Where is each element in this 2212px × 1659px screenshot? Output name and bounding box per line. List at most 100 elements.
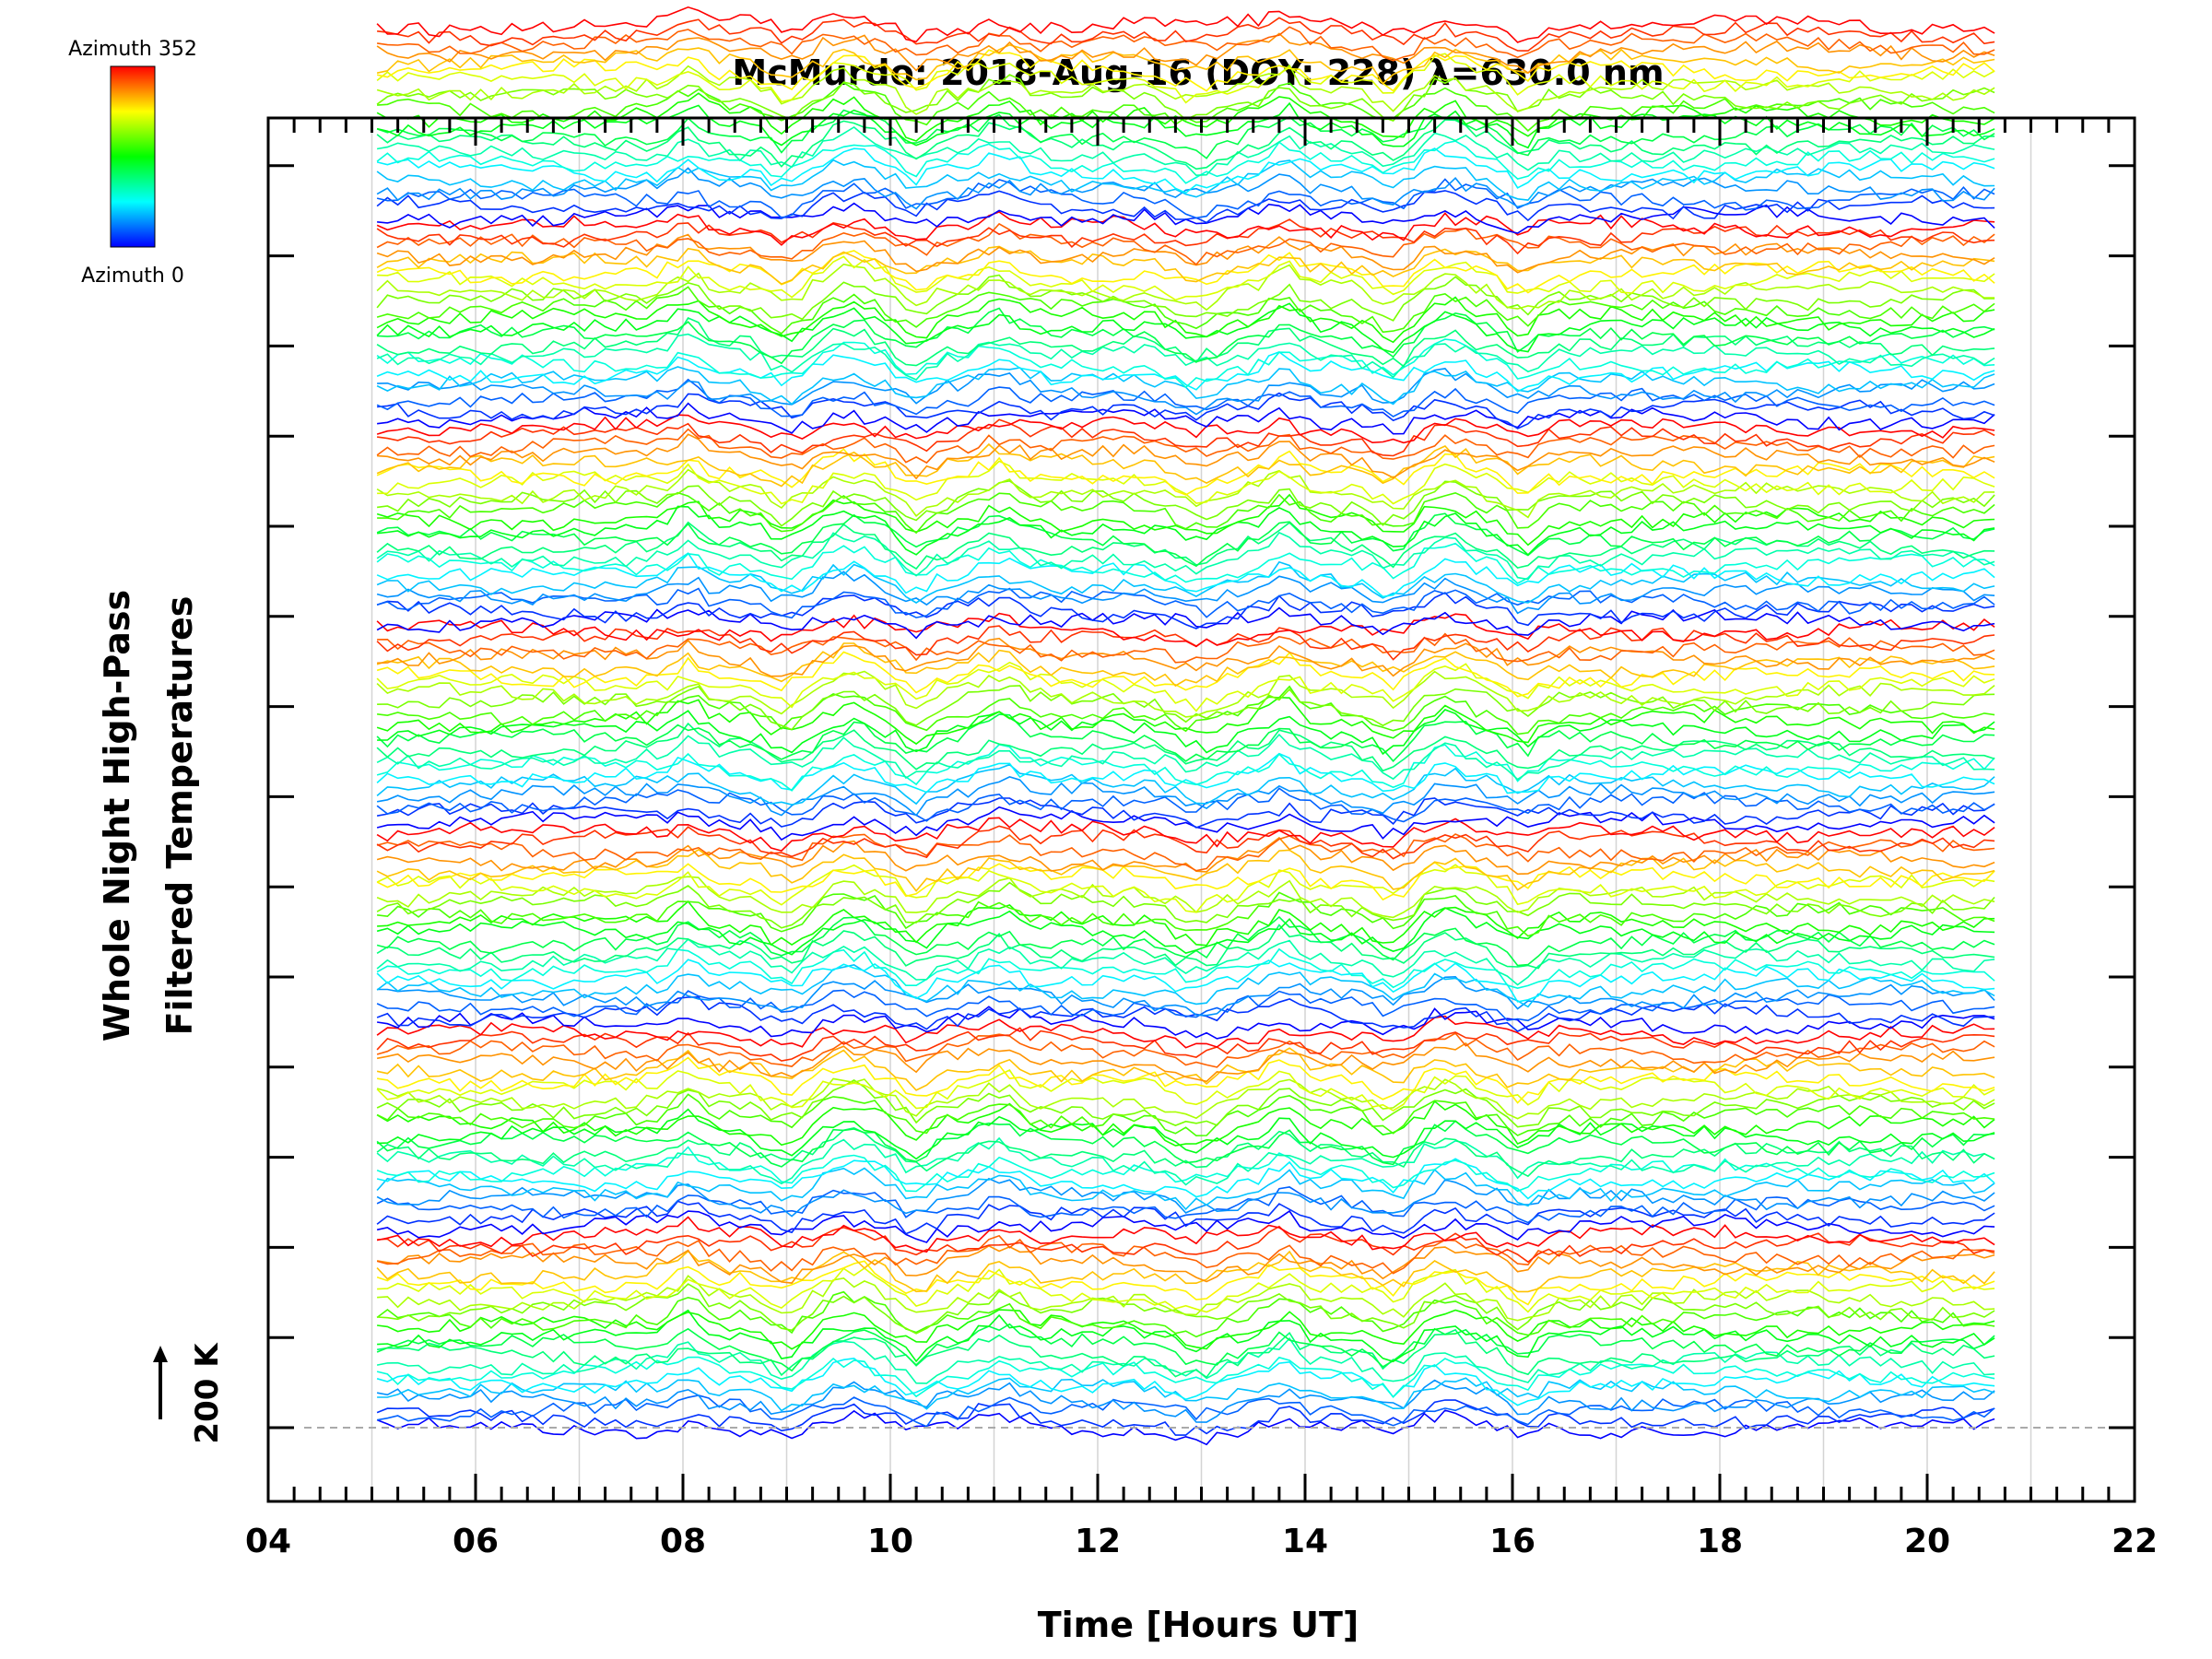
trace-2-13 xyxy=(376,881,1995,929)
trace-3-18 xyxy=(377,637,1995,677)
trace-4-9 xyxy=(376,512,1995,568)
trace-0-2 xyxy=(376,1394,1995,1428)
trace-5-0 xyxy=(377,402,1995,435)
trace-6-6 xyxy=(376,140,1995,184)
axis-ticks xyxy=(266,118,2136,1501)
x-tick-label: 18 xyxy=(1697,1523,1743,1560)
trace-3-17 xyxy=(376,642,1995,688)
trace-6-5 xyxy=(376,147,1995,194)
trace-2-20 xyxy=(376,825,1995,860)
trace-3-1 xyxy=(376,797,1995,829)
trace-5-12 xyxy=(376,286,1995,335)
trace-4-17 xyxy=(376,442,1995,488)
trace-3-6 xyxy=(376,744,1995,792)
x-tick-label: 12 xyxy=(1075,1523,1121,1560)
trace-2-19 xyxy=(376,833,1995,872)
trace-6-15 xyxy=(376,53,1995,104)
trace-6-7 xyxy=(376,126,1995,177)
trace-1-9 xyxy=(376,1120,1995,1168)
trace-3-16 xyxy=(376,651,1995,698)
trace-4-16 xyxy=(376,448,1995,496)
trace-1-20 xyxy=(376,1027,1995,1062)
trace-0-14 xyxy=(377,1275,1995,1322)
trace-2-10 xyxy=(376,907,1995,956)
trace-3-0 xyxy=(376,806,1995,841)
trace-0-8 xyxy=(376,1328,1995,1379)
trace-6-4 xyxy=(376,159,1995,201)
trace-2-3 xyxy=(377,975,1995,1017)
trace-1-1 xyxy=(376,1200,1995,1235)
trace-5-17 xyxy=(376,245,1995,286)
trace-0-21 xyxy=(376,1216,1995,1253)
colorbar-top-label: Azimuth 352 xyxy=(68,38,197,61)
trace-1-7 xyxy=(376,1136,1995,1186)
scale-bar-label: 200 K xyxy=(189,1342,226,1444)
trace-1-5 xyxy=(376,1158,1995,1200)
trace-3-7 xyxy=(376,733,1995,781)
x-tick-label: 04 xyxy=(245,1523,291,1560)
trace-0-1 xyxy=(376,1399,1995,1436)
trace-4-6 xyxy=(376,542,1995,584)
trace-6-13 xyxy=(376,74,1995,123)
trace-4-0 xyxy=(376,606,1995,640)
trace-6-2 xyxy=(376,178,1995,219)
trace-0-20 xyxy=(377,1225,1995,1264)
trace-0-11 xyxy=(377,1309,1995,1350)
x-tick-label: 06 xyxy=(453,1523,499,1560)
trace-6-9 xyxy=(376,109,1995,159)
x-tick-label: 10 xyxy=(867,1523,913,1560)
x-tick-labels: 04 06 08 10 12 14 16 18 20 22 xyxy=(245,1523,2158,1560)
trace-4-10 xyxy=(377,505,1995,557)
trace-6-1 xyxy=(376,190,1995,224)
trace-2-14 xyxy=(376,876,1995,919)
trace-2-15 xyxy=(376,864,1995,913)
trace-0-7 xyxy=(376,1336,1995,1384)
trace-5-5 xyxy=(376,351,1995,393)
temperature-traces xyxy=(376,6,1995,1446)
trace-2-4 xyxy=(376,964,1995,1008)
trace-0-6 xyxy=(376,1356,1995,1398)
trace-2-0 xyxy=(376,1006,1995,1040)
y-axis-label-line2: Filtered Temperatures xyxy=(159,596,200,1036)
colorbar xyxy=(110,65,156,248)
trace-2-12 xyxy=(377,891,1995,937)
scale-bar: 200 K xyxy=(153,1342,226,1444)
trace-2-5 xyxy=(376,959,1995,1003)
trace-3-2 xyxy=(376,787,1995,823)
trace-5-10 xyxy=(376,302,1995,354)
trace-2-21 xyxy=(376,817,1995,852)
trace-2-2 xyxy=(376,989,1995,1022)
trace-2-16 xyxy=(376,861,1995,901)
trace-1-11 xyxy=(376,1100,1995,1147)
trace-4-1 xyxy=(376,592,1995,629)
trace-5-3 xyxy=(377,368,1995,416)
trace-4-2 xyxy=(376,587,1995,619)
trace-0-10 xyxy=(377,1309,1995,1363)
x-tick-label: 14 xyxy=(1282,1523,1328,1560)
trace-2-7 xyxy=(376,938,1995,986)
trace-5-16 xyxy=(376,250,1995,294)
trace-1-12 xyxy=(376,1093,1995,1137)
x-tick-label: 20 xyxy=(1904,1523,1950,1560)
trace-3-11 xyxy=(376,696,1995,746)
trace-0-15 xyxy=(377,1267,1995,1313)
trace-6-16 xyxy=(376,49,1995,92)
trace-4-20 xyxy=(376,418,1995,457)
trace-5-18 xyxy=(376,233,1995,274)
trace-5-20 xyxy=(376,218,1995,255)
trace-0-19 xyxy=(376,1234,1995,1275)
trace-4-8 xyxy=(376,521,1995,571)
trace-4-3 xyxy=(376,571,1995,615)
trace-1-2 xyxy=(376,1186,1995,1224)
trace-6-17 xyxy=(376,43,1995,85)
trace-1-19 xyxy=(376,1031,1995,1068)
trace-5-1 xyxy=(377,392,1995,429)
trace-2-8 xyxy=(376,924,1995,970)
trace-4-14 xyxy=(376,468,1995,519)
trace-0-16 xyxy=(376,1260,1995,1306)
x-tick-label: 08 xyxy=(660,1523,706,1560)
trace-4-19 xyxy=(376,428,1995,465)
trace-3-3 xyxy=(376,776,1995,817)
trace-2-11 xyxy=(377,900,1995,947)
